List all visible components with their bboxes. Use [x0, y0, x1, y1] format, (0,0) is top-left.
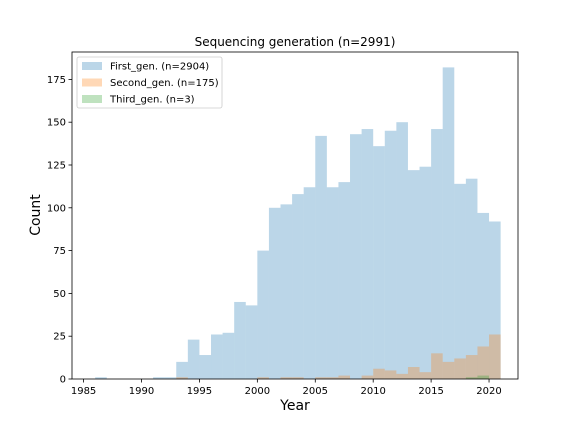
- bars-layer: [95, 67, 501, 379]
- bar: [211, 334, 223, 379]
- legend-swatch: [82, 95, 102, 103]
- bar: [477, 212, 490, 379]
- bar: [384, 130, 397, 379]
- legend-label: Third_gen. (n=3): [109, 95, 195, 106]
- bar: [280, 204, 293, 379]
- bar: [419, 166, 432, 379]
- legend-item: Third_gen. (n=3): [82, 95, 195, 106]
- bar: [454, 183, 466, 379]
- series-3: [465, 375, 490, 379]
- bar: [292, 194, 304, 379]
- legend-swatch: [82, 62, 102, 70]
- bar: [431, 129, 443, 379]
- bar: [222, 332, 235, 379]
- bar: [465, 355, 478, 379]
- bar: [442, 67, 455, 379]
- bar: [431, 353, 443, 379]
- legend: First_gen. (n=2904) Second_gen. (n=175) Th…: [76, 56, 223, 109]
- bar: [234, 301, 246, 379]
- bar: [280, 377, 293, 379]
- x-tick-label: 1990: [129, 386, 154, 397]
- bar: [350, 134, 362, 379]
- legend-swatch: [82, 78, 102, 87]
- bar: [477, 346, 490, 379]
- y-tick-label: 75: [53, 246, 66, 257]
- bar: [95, 377, 107, 379]
- x-axis-label: Year: [279, 398, 310, 414]
- x-tick-label: 2015: [418, 386, 443, 397]
- bar: [315, 135, 327, 379]
- y-axis-label: Count: [28, 194, 44, 236]
- x-axis: 1985 1990 1995 2000 2005 2010 2015 2020: [71, 379, 502, 397]
- bar: [396, 373, 408, 379]
- y-tick-label: 50: [53, 289, 66, 300]
- x-tick-label: 2005: [303, 386, 328, 397]
- bar: [454, 358, 466, 379]
- bar: [164, 377, 177, 379]
- bar: [315, 377, 327, 379]
- y-tick-label: 100: [47, 203, 66, 214]
- legend-item: First_gen. (n=2904): [82, 62, 209, 73]
- bar: [257, 377, 269, 379]
- bar: [176, 361, 188, 379]
- x-tick-label: 2000: [245, 386, 270, 397]
- legend-item: Second_gen. (n=175): [82, 78, 219, 89]
- x-tick-label: 2010: [360, 386, 385, 397]
- bar: [384, 370, 397, 379]
- bar: [373, 368, 385, 379]
- legend-box: [76, 56, 223, 109]
- x-tick-label: 2020: [476, 386, 501, 397]
- bar: [442, 361, 455, 379]
- bar: [199, 355, 212, 379]
- bar: [245, 305, 258, 379]
- series-1: [95, 67, 501, 379]
- bar: [489, 334, 501, 379]
- bar: [361, 375, 374, 379]
- bar: [373, 146, 385, 379]
- bar: [477, 375, 490, 379]
- bar: [176, 377, 188, 379]
- y-tick-label: 125: [47, 160, 66, 171]
- y-tick-label: 0: [60, 375, 66, 386]
- plot-frame: [71, 51, 519, 380]
- bar: [326, 187, 339, 379]
- bar: [489, 221, 501, 379]
- bar: [153, 377, 165, 379]
- bar: [268, 207, 281, 379]
- x-tick-label: 1995: [187, 386, 212, 397]
- bar: [396, 122, 408, 379]
- bar: [465, 178, 478, 379]
- series-2: [176, 334, 501, 379]
- bar: [338, 182, 351, 379]
- bar: [465, 377, 478, 379]
- bar: [361, 129, 374, 379]
- y-axis: 0 25 50 75 100 125 150 175: [47, 75, 72, 386]
- legend-label: First_gen. (n=2904): [110, 62, 209, 73]
- bar: [407, 367, 420, 379]
- bar: [257, 250, 269, 379]
- bar: [338, 375, 351, 379]
- bar: [326, 377, 339, 379]
- x-tick-label: 1985: [71, 386, 96, 397]
- y-tick-label: 175: [47, 75, 66, 86]
- bar: [303, 187, 316, 379]
- bar: [292, 377, 304, 379]
- chart-title: Sequencing generation (n=2991): [195, 35, 396, 49]
- y-tick-label: 150: [47, 118, 66, 129]
- bar: [407, 170, 420, 379]
- y-tick-label: 25: [53, 332, 66, 343]
- bar: [419, 372, 432, 379]
- legend-label: Second_gen. (n=175): [110, 78, 219, 89]
- bar: [187, 339, 200, 379]
